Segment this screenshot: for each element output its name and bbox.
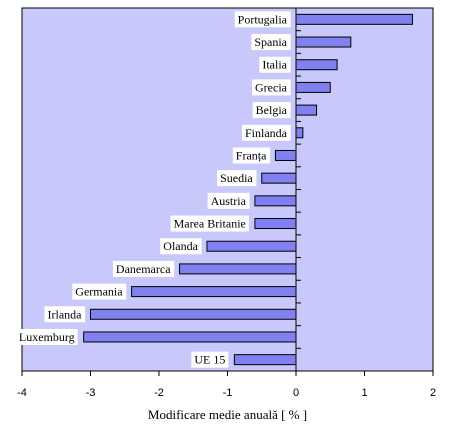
x-tick-label: -3 [86,387,96,399]
x-tick-label: -4 [17,387,27,399]
svg-text:Franța: Franța [236,148,267,162]
category-label-finlanda: Finlanda [242,124,291,141]
category-label-germania: Germania [72,283,127,300]
svg-text:Belgia: Belgia [256,103,288,117]
svg-text:UE 15: UE 15 [194,353,225,367]
bar-belgia [295,104,318,116]
bar-marea-britanie [254,218,297,230]
category-labels-group: Portugalia Spania Italia Grecia Belgia Finlan… [15,11,291,368]
bar-irlanda [90,308,297,320]
bar-italia [295,59,338,71]
category-label-irlanda: Irlanda [44,306,86,323]
svg-text:Portugalia: Portugalia [238,12,288,26]
svg-text:Finlanda: Finlanda [245,126,288,140]
category-label-spania: Spania [251,34,291,51]
bar-spania [295,36,352,48]
svg-text:Austria: Austria [211,194,247,208]
svg-text:Marea Britanie: Marea Britanie [174,217,246,231]
bar-suedia [261,172,297,184]
category-label-marea-britanie: Marea Britanie [170,215,249,232]
category-label-austria: Austria [207,192,250,209]
ticks-group: -4 -3 -2 -1 0 1 2 [17,8,436,399]
bar-ue-15 [233,354,297,366]
svg-text:Germania: Germania [75,285,123,299]
svg-text:Spania: Spania [254,35,287,49]
svg-text:Danemarca: Danemarca [116,262,171,276]
category-label-danemarca: Danemarca [112,260,175,277]
svg-text:Suedia: Suedia [220,171,253,185]
category-label-italia: Italia [259,56,291,73]
svg-text:Italia: Italia [262,58,287,72]
bar-austria [254,195,297,207]
category-label-luxemburg: Luxemburg [15,328,78,345]
x-tick-label: 1 [361,387,367,399]
bar-germania [131,286,297,298]
category-label-ue-15: UE 15 [191,351,229,368]
svg-text:Irlanda: Irlanda [48,307,83,321]
bar-portugalia [295,13,413,25]
x-tick-label: -2 [154,387,164,399]
bars-group [83,13,413,366]
svg-text:Luxemburg: Luxemburg [19,330,75,344]
bar-luxemburg [83,331,297,343]
bar-grecia [295,81,331,93]
category-label-fran-a: Franța [232,147,271,164]
x-tick-label: -1 [223,387,233,399]
bar-fran-a [274,149,297,161]
category-label-grecia: Grecia [252,79,291,96]
category-label-portugalia: Portugalia [234,11,291,28]
bar-olanda [206,240,297,252]
bar-finlanda [295,127,304,139]
category-label-belgia: Belgia [252,102,291,119]
x-tick-label: 0 [293,387,299,399]
x-tick-label: 2 [430,387,436,399]
category-label-suedia: Suedia [217,170,257,187]
category-label-olanda: Olanda [160,238,202,255]
bar-danemarca [179,263,297,275]
svg-text:Grecia: Grecia [255,80,288,94]
svg-text:Olanda: Olanda [163,239,198,253]
x-axis-label: Modificare medie anuală [ % ] [148,407,307,422]
